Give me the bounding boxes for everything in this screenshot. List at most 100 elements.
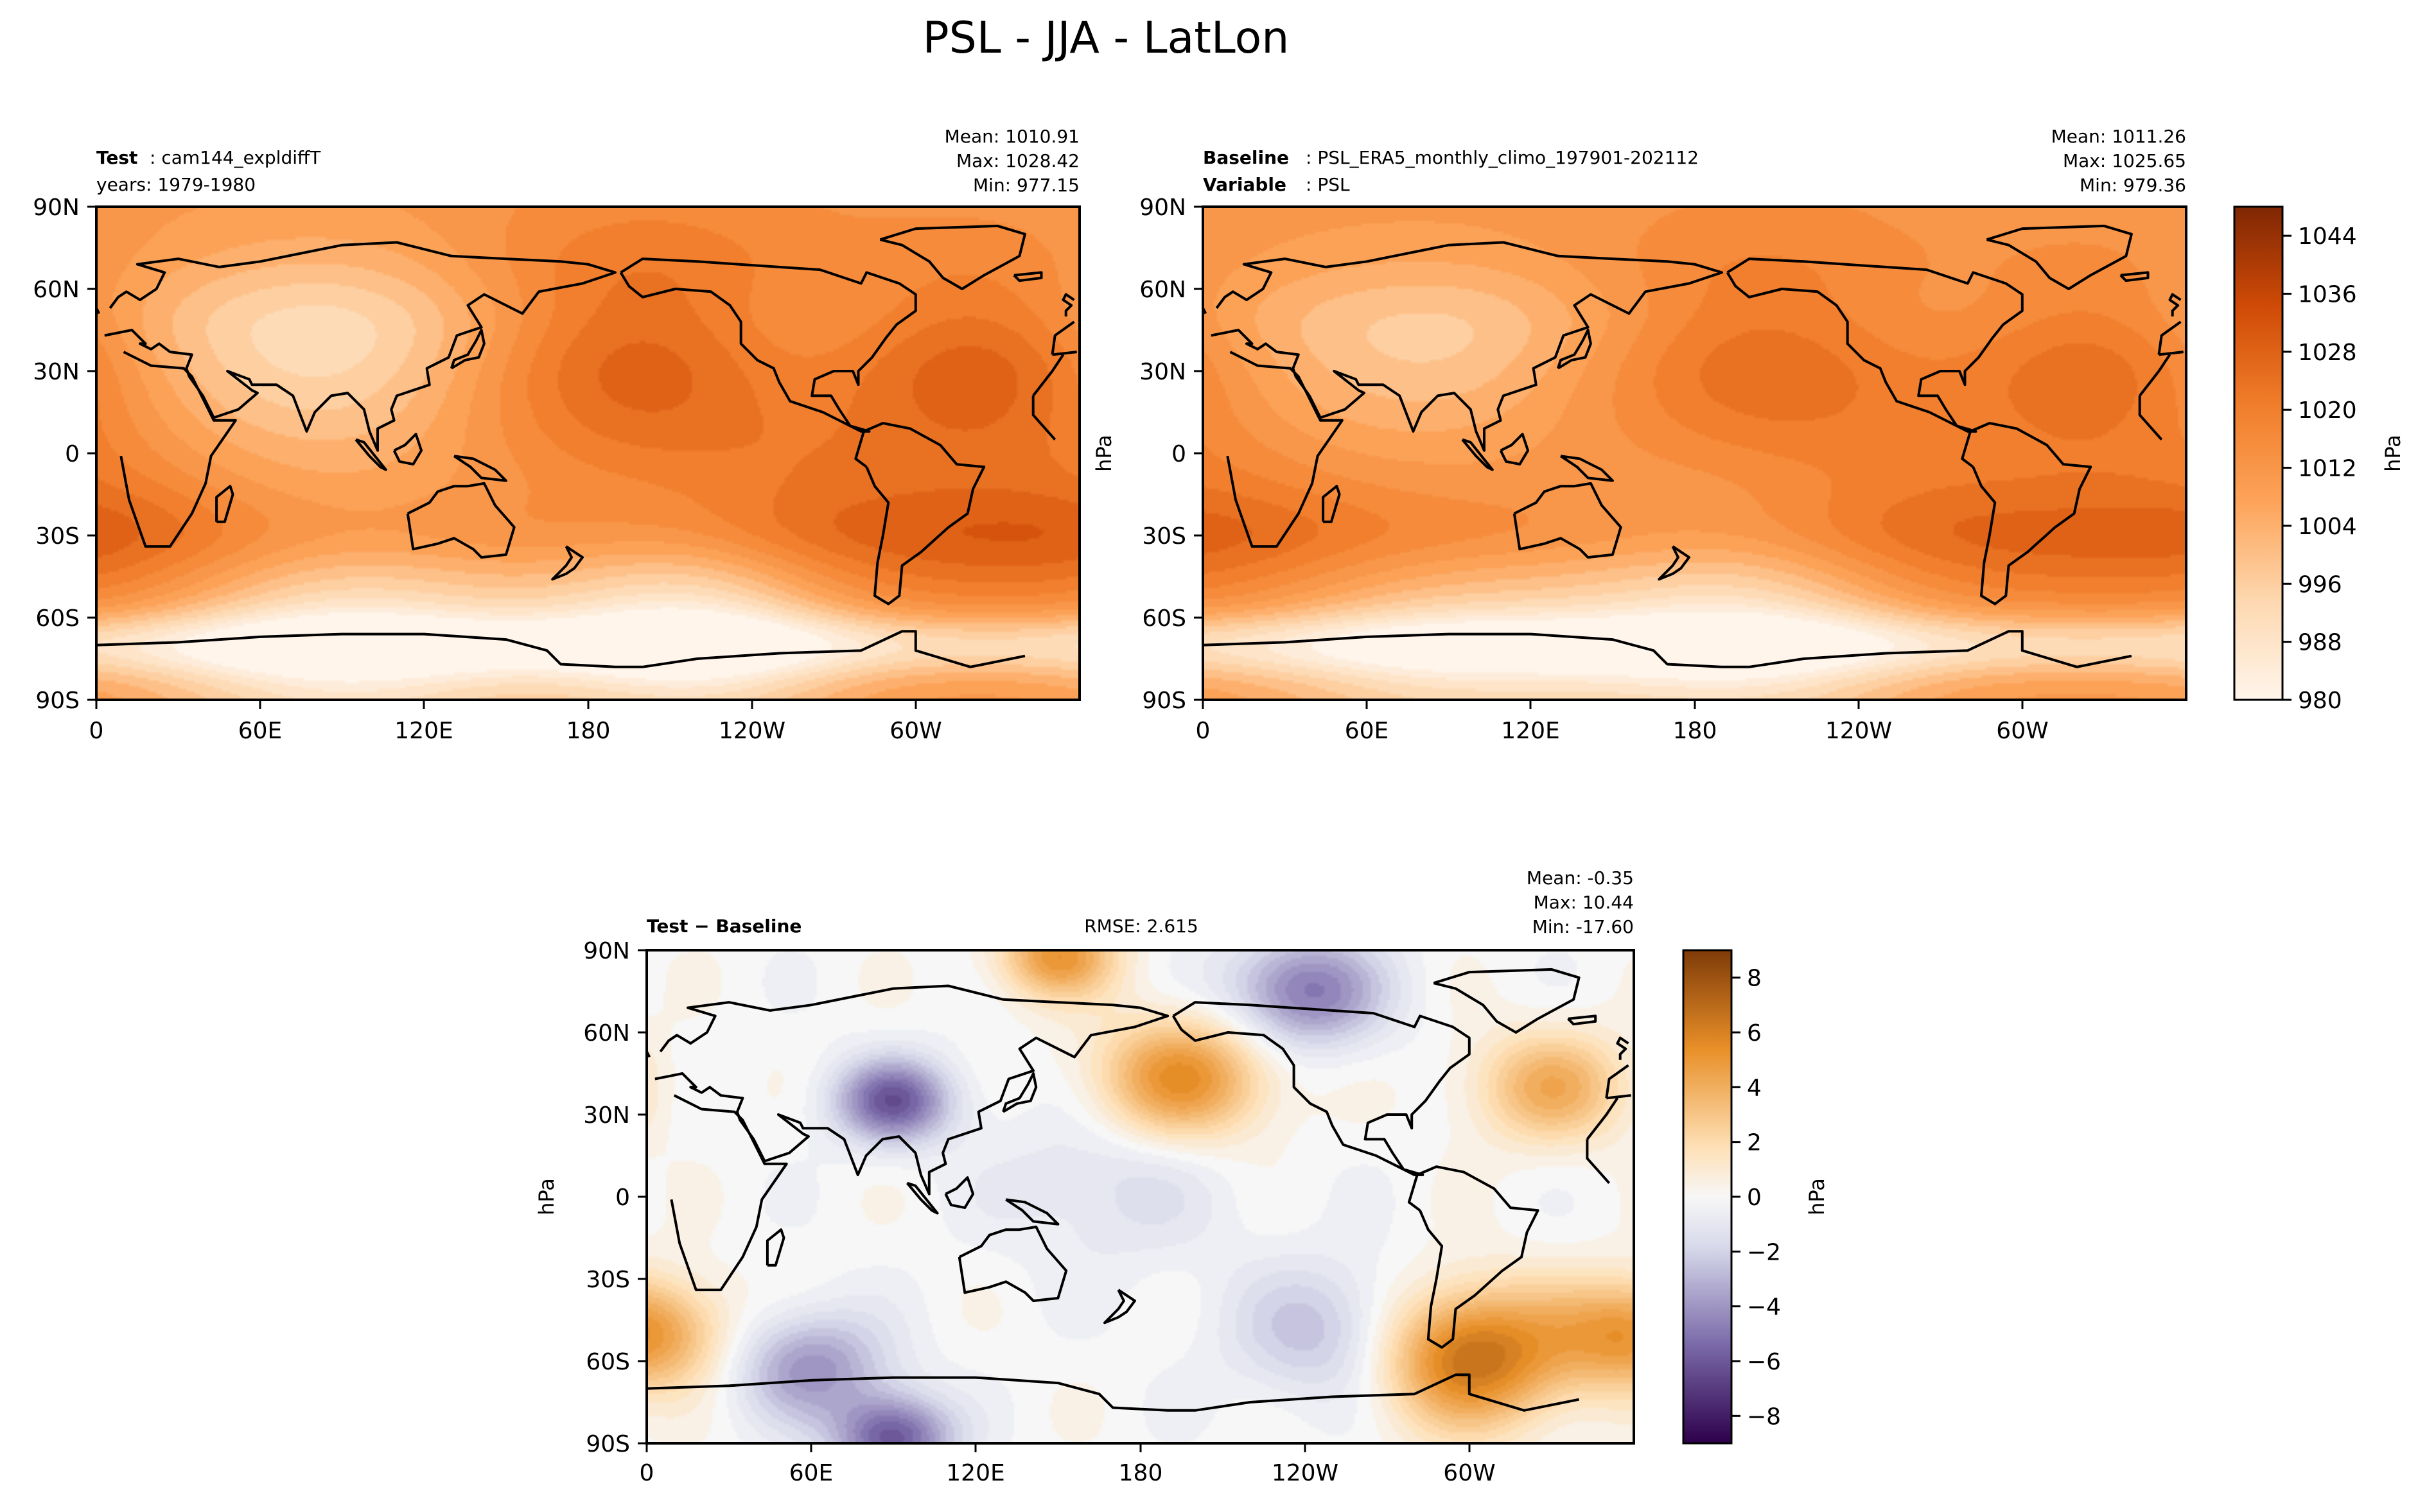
test-xticks: 0 60E 120E 180 120W 60W bbox=[89, 700, 942, 744]
colorbar-tick-label: 996 bbox=[2298, 571, 2342, 598]
south-america-coast bbox=[1961, 422, 2092, 605]
baseline-stat-mean: Mean: 1011.26 bbox=[2051, 126, 2186, 147]
ytick-label: 0 bbox=[1171, 441, 1186, 467]
panel-difference: Test − Baseline RMSE: 2.615 Mean: -0.35 … bbox=[534, 867, 1635, 1486]
africa-coast bbox=[1226, 351, 2171, 548]
baseline-stat-min: Min: 979.36 bbox=[2080, 175, 2186, 196]
borneo-coast bbox=[392, 433, 423, 466]
japan-coast bbox=[1556, 329, 1592, 370]
ytick-label: 90S bbox=[35, 688, 80, 714]
colorbar-absolute-gradient bbox=[2233, 205, 2284, 701]
ytick-label: 30N bbox=[33, 359, 80, 385]
antarctica-coast bbox=[646, 1373, 1579, 1412]
colorbar-absolute-label: hPa bbox=[2381, 435, 2405, 472]
xtick-label: 180 bbox=[566, 718, 611, 744]
diff-yticks: 90N 60N 30N 0 30S 60S 90S bbox=[583, 938, 647, 1457]
ytick-label: 90N bbox=[33, 195, 80, 221]
colorbar-difference: 8 6 4 2 0 −2 −4 −6 −8 hPa bbox=[1682, 949, 1829, 1445]
test-header-bold: Test bbox=[96, 147, 137, 168]
greenland-coast bbox=[879, 224, 1026, 290]
ytick-label: 60S bbox=[586, 1349, 630, 1375]
north-america-coast bbox=[1171, 1001, 1471, 1176]
xtick-label: 120W bbox=[1825, 718, 1892, 744]
ytick-label: 90N bbox=[1139, 195, 1186, 221]
ytick-label: 30S bbox=[35, 523, 80, 550]
panel-test: Test : cam144_expldiffT years: 1979-1980… bbox=[33, 126, 1081, 744]
figure-title: PSL - JJA - LatLon bbox=[923, 13, 1290, 64]
ytick-label: 30S bbox=[586, 1267, 630, 1293]
ytick-label: 90N bbox=[583, 938, 630, 964]
colorbar-difference-label: hPa bbox=[1805, 1178, 1829, 1215]
madagascar-coast bbox=[215, 485, 234, 523]
diff-coastlines bbox=[645, 968, 1631, 1412]
australia-coast bbox=[1512, 482, 1622, 559]
ytick-label: 0 bbox=[615, 1185, 630, 1211]
madagascar-coast bbox=[1322, 485, 1341, 523]
baseline-map-field bbox=[1203, 207, 2186, 700]
ytick-label: 60N bbox=[1139, 277, 1186, 303]
baseline-header-text: : PSL_ERA5_monthly_climo_197901-202112 bbox=[1306, 147, 1699, 168]
ytick-label: 30S bbox=[1142, 523, 1186, 550]
australia-coast bbox=[406, 482, 516, 559]
iceland-coast bbox=[1567, 1014, 1597, 1026]
japan-coast bbox=[1002, 1072, 1038, 1113]
colorbar-tick-label: 8 bbox=[1747, 966, 1762, 992]
ytick-label: 30N bbox=[583, 1102, 630, 1129]
xtick-label: 120E bbox=[946, 1460, 1004, 1486]
diff-ylabel: hPa bbox=[534, 1178, 559, 1215]
xtick-label: 120E bbox=[394, 718, 453, 744]
test-subheader: years: 1979-1980 bbox=[96, 174, 256, 195]
borneo-coast bbox=[1499, 433, 1530, 466]
colorbar-tick-label: −2 bbox=[1747, 1239, 1781, 1265]
madagascar-coast bbox=[766, 1228, 785, 1267]
test-header-text: : cam144_expldiffT bbox=[150, 147, 321, 168]
colorbar-tick-label: −6 bbox=[1747, 1349, 1781, 1375]
xtick-label: 120W bbox=[1272, 1460, 1338, 1486]
diff-xticks: 0 60E 120E 180 120W 60W bbox=[640, 1443, 1496, 1486]
borneo-coast bbox=[944, 1176, 975, 1210]
test-coastlines bbox=[95, 224, 1077, 668]
xtick-label: 180 bbox=[1119, 1460, 1163, 1486]
eurasia-coast bbox=[1211, 241, 2184, 452]
xtick-label: 180 bbox=[1673, 718, 1717, 744]
sumatra-coast bbox=[1461, 438, 1494, 471]
test-map-field bbox=[96, 207, 1080, 700]
ytick-label: 0 bbox=[65, 441, 80, 467]
greenland-coast bbox=[1433, 968, 1581, 1034]
colorbar-tick-label: 6 bbox=[1747, 1020, 1762, 1047]
new-guinea-coast bbox=[1005, 1198, 1060, 1226]
xtick-label: 60E bbox=[789, 1460, 834, 1486]
baseline-coastlines bbox=[1202, 224, 2184, 668]
ytick-label: 60S bbox=[35, 605, 80, 632]
eurasia-coast bbox=[654, 984, 1631, 1195]
colorbar-tick-label: 1004 bbox=[2298, 514, 2357, 540]
africa-coast bbox=[119, 351, 1065, 548]
xtick-label: 60W bbox=[1443, 1460, 1495, 1486]
new-guinea-coast bbox=[453, 455, 507, 482]
ytick-label: 60N bbox=[583, 1020, 630, 1047]
colorbar-tick-label: 1028 bbox=[2298, 340, 2357, 366]
colorbar-tick-label: 1020 bbox=[2298, 397, 2357, 424]
colorbar-difference-gradient bbox=[1682, 949, 1733, 1445]
colorbar-tick-label: 1044 bbox=[2298, 223, 2357, 250]
australia-coast bbox=[958, 1225, 1068, 1303]
baseline-header-bold: Baseline bbox=[1203, 147, 1289, 168]
ytick-label: 90S bbox=[586, 1431, 630, 1457]
test-stat-max: Max: 1028.42 bbox=[956, 150, 1080, 171]
xtick-label: 60E bbox=[1345, 718, 1389, 744]
xtick-label: 60E bbox=[238, 718, 283, 744]
test-stat-mean: Mean: 1010.91 bbox=[945, 126, 1080, 147]
colorbar-tick-label: 4 bbox=[1747, 1075, 1762, 1101]
xtick-label: 60W bbox=[1996, 718, 2048, 744]
north-america-coast bbox=[619, 257, 917, 433]
baseline-subheader-text: : PSL bbox=[1306, 174, 1350, 195]
new-zealand-coast bbox=[1103, 1289, 1136, 1325]
xtick-label: 0 bbox=[1196, 718, 1211, 744]
north-america-coast bbox=[1726, 257, 2024, 433]
colorbar-tick-label: 1036 bbox=[2298, 282, 2357, 308]
ytick-label: 30N bbox=[1139, 359, 1186, 385]
colorbar-tick-label: −8 bbox=[1747, 1403, 1781, 1430]
colorbar-absolute-ticks: 1044 1036 1028 1020 1012 1004 996 988 980 bbox=[2282, 223, 2357, 714]
colorbar-tick-label: 0 bbox=[1747, 1185, 1762, 1211]
